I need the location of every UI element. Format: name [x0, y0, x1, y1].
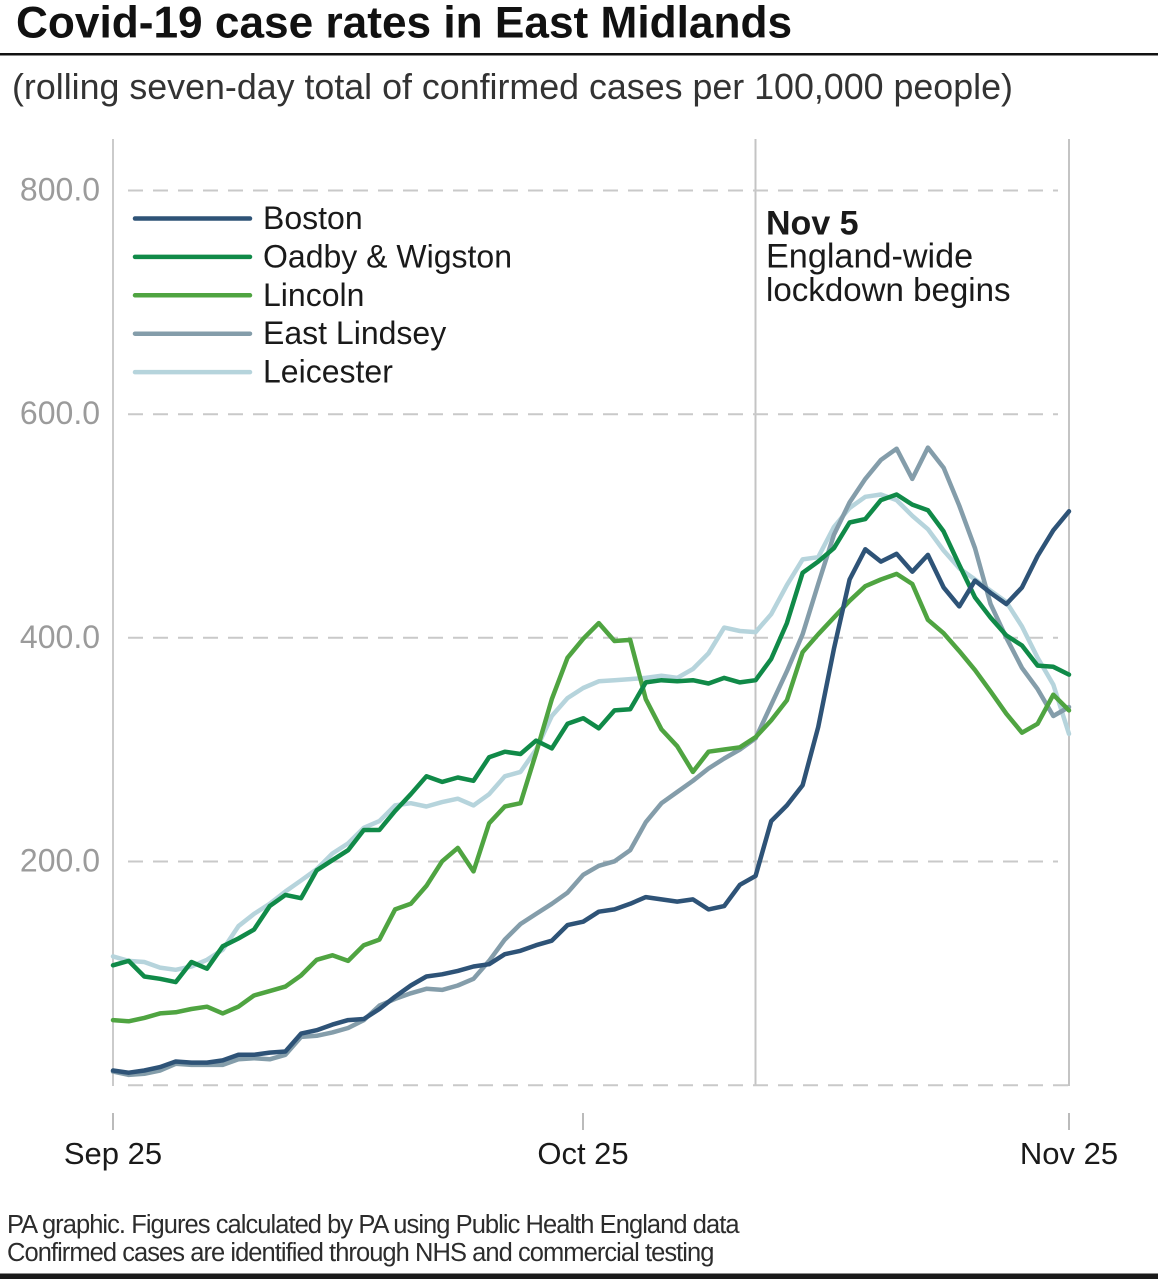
svg-text:(rolling seven-day total of co: (rolling seven-day total of confirmed ca…: [12, 67, 1013, 107]
svg-text:600.0: 600.0: [20, 395, 100, 431]
svg-text:Covid-19 case rates in East Mi: Covid-19 case rates in East Midlands: [16, 0, 792, 48]
svg-text:England-wide: England-wide: [766, 238, 973, 276]
svg-text:Boston: Boston: [263, 200, 363, 236]
svg-text:Lincoln: Lincoln: [263, 277, 364, 313]
svg-text:Nov 25: Nov 25: [1020, 1136, 1118, 1171]
svg-text:Confirmed cases are identified: Confirmed cases are identified through N…: [7, 1239, 713, 1267]
svg-text:Leicester: Leicester: [263, 354, 393, 390]
svg-text:200.0: 200.0: [20, 843, 100, 879]
svg-text:Oct 25: Oct 25: [537, 1136, 628, 1171]
svg-text:Oadby & Wigston: Oadby & Wigston: [263, 238, 512, 274]
svg-text:800.0: 800.0: [20, 172, 100, 208]
svg-text:PA graphic. Figures calculated: PA graphic. Figures calculated by PA usi…: [7, 1211, 740, 1239]
svg-text:Nov 5: Nov 5: [766, 205, 859, 243]
svg-text:Sep 25: Sep 25: [64, 1136, 162, 1171]
svg-text:lockdown begins: lockdown begins: [766, 272, 1011, 309]
svg-text:400.0: 400.0: [20, 619, 100, 655]
svg-text:East Lindsey: East Lindsey: [263, 315, 446, 351]
